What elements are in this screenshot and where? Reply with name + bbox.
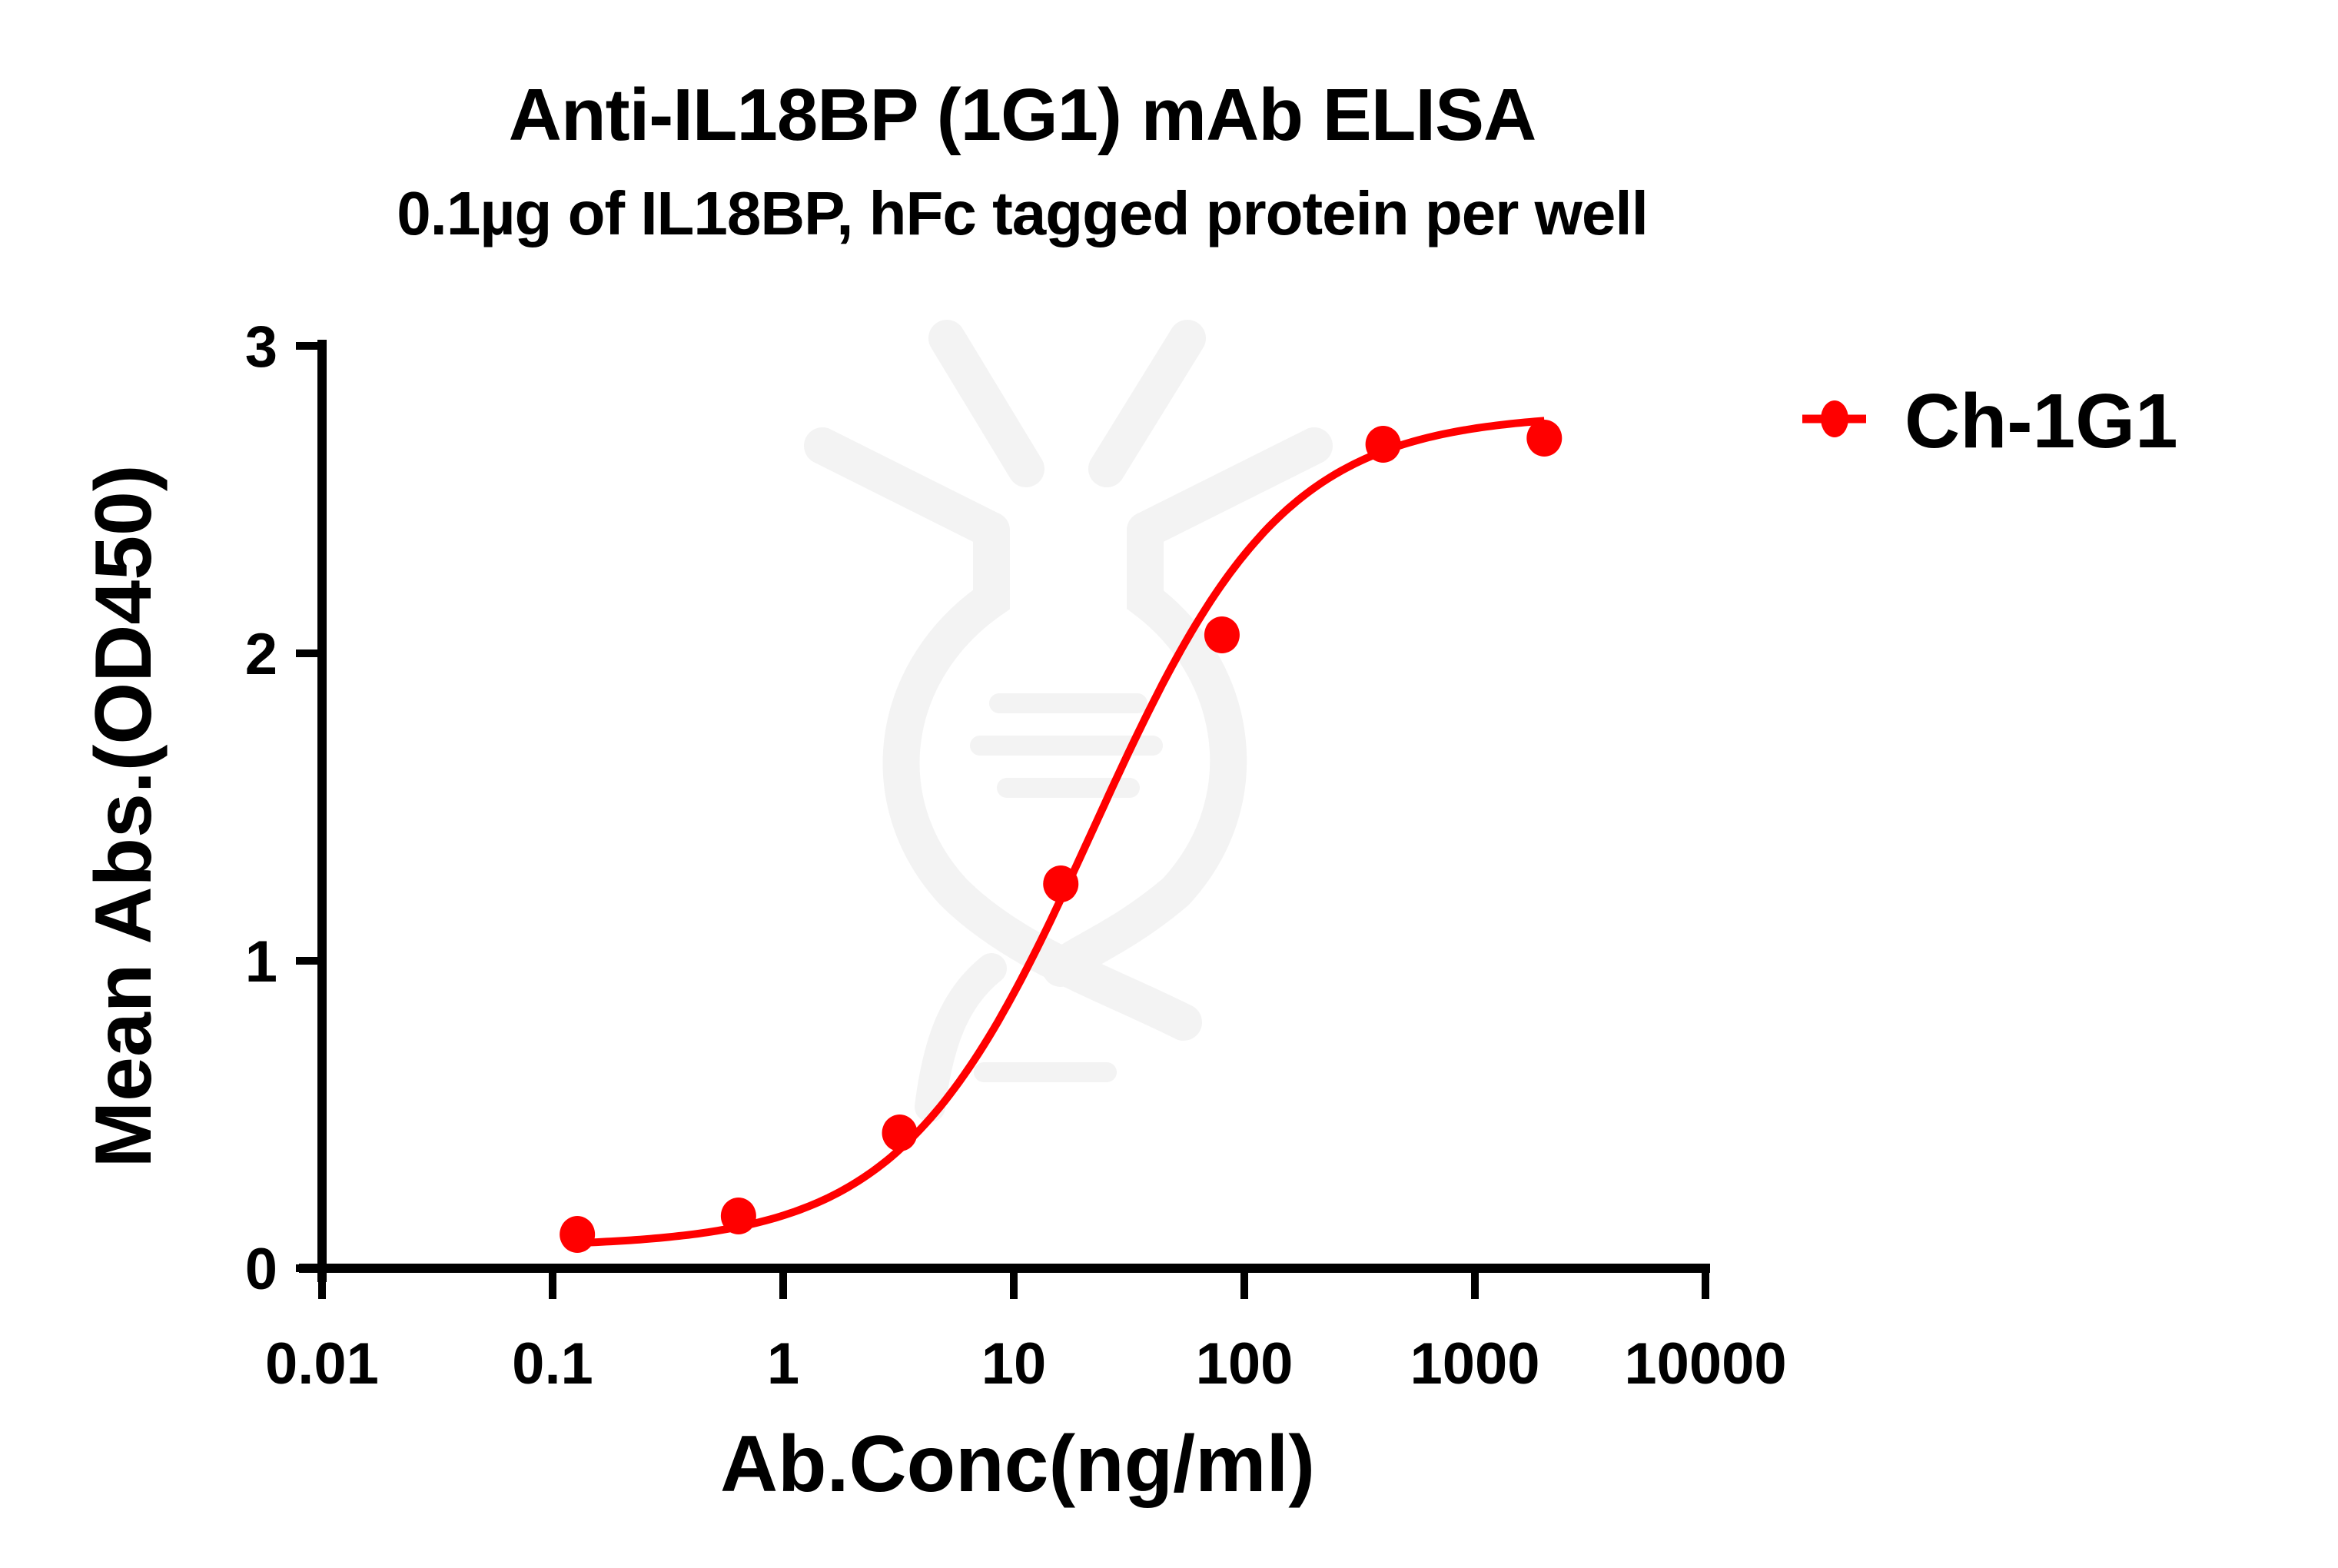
data-point xyxy=(882,1115,918,1151)
y-tick-label: 0 xyxy=(245,1237,277,1302)
x-tick-label: 0.01 xyxy=(265,1331,379,1397)
x-tick-label: 10 xyxy=(981,1331,1047,1397)
y-tick-label: 1 xyxy=(245,929,277,995)
legend-label: Ch-1G1 xyxy=(1905,378,2178,464)
y-tick-label: 3 xyxy=(245,314,277,380)
data-point xyxy=(560,1216,596,1253)
dna-antibody-logo-icon xyxy=(804,320,1333,1122)
chart-title: Anti-IL18BP (1G1) mAb ELISA xyxy=(508,74,1537,156)
y-axis-title: Mean Abs.(OD450) xyxy=(79,464,168,1168)
data-point xyxy=(1365,426,1401,463)
fit-curve-ch-1g1 xyxy=(577,417,1545,1247)
x-axis-title: Ab.Conc(ng/ml) xyxy=(720,1420,1315,1509)
x-tick-label: 100 xyxy=(1196,1331,1294,1397)
data-point xyxy=(720,1198,756,1234)
chart-subtitle: 0.1µg of IL18BP, hFc tagged protein per … xyxy=(397,179,1649,247)
x-tick-label: 1000 xyxy=(1410,1331,1539,1397)
x-tick-label: 1 xyxy=(767,1331,799,1397)
y-tick-label: 2 xyxy=(245,622,277,687)
data-point xyxy=(1043,865,1079,902)
legend-marker-icon xyxy=(1821,400,1848,437)
data-point xyxy=(1204,616,1240,653)
data-point xyxy=(1526,420,1563,457)
x-tick-label: 10000 xyxy=(1624,1331,1786,1397)
x-tick-label: 0.1 xyxy=(512,1331,593,1397)
